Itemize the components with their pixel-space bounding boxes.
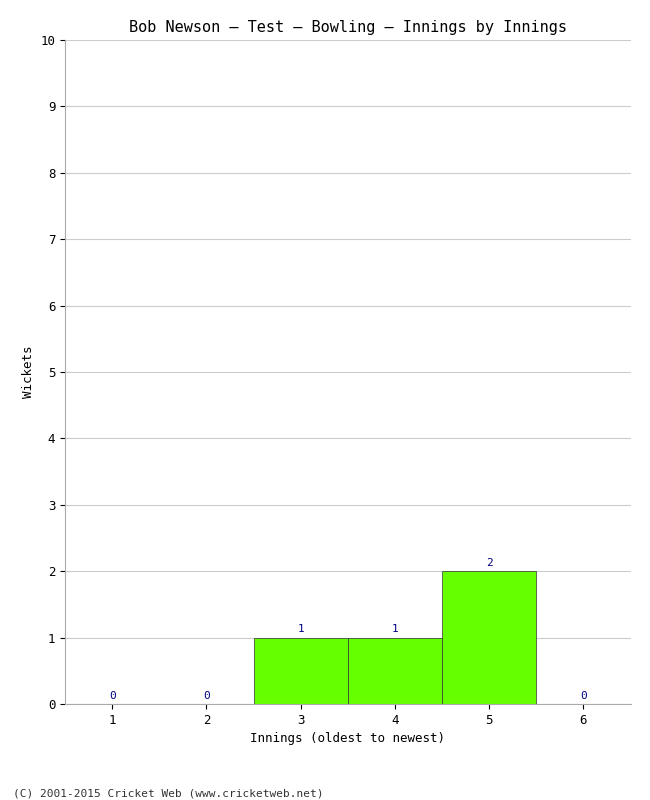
Text: 1: 1 [391,624,398,634]
Text: 1: 1 [297,624,304,634]
Bar [348,638,442,704]
Bar [254,638,348,704]
Title: Bob Newson – Test – Bowling – Innings by Innings: Bob Newson – Test – Bowling – Innings by… [129,20,567,34]
Text: 0: 0 [580,690,587,701]
Text: 2: 2 [486,558,493,568]
Y-axis label: Wickets: Wickets [21,346,34,398]
X-axis label: Innings (oldest to newest): Innings (oldest to newest) [250,732,445,746]
Bar [442,571,536,704]
Text: 0: 0 [109,690,116,701]
Text: 0: 0 [203,690,210,701]
Text: (C) 2001-2015 Cricket Web (www.cricketweb.net): (C) 2001-2015 Cricket Web (www.cricketwe… [13,788,324,798]
